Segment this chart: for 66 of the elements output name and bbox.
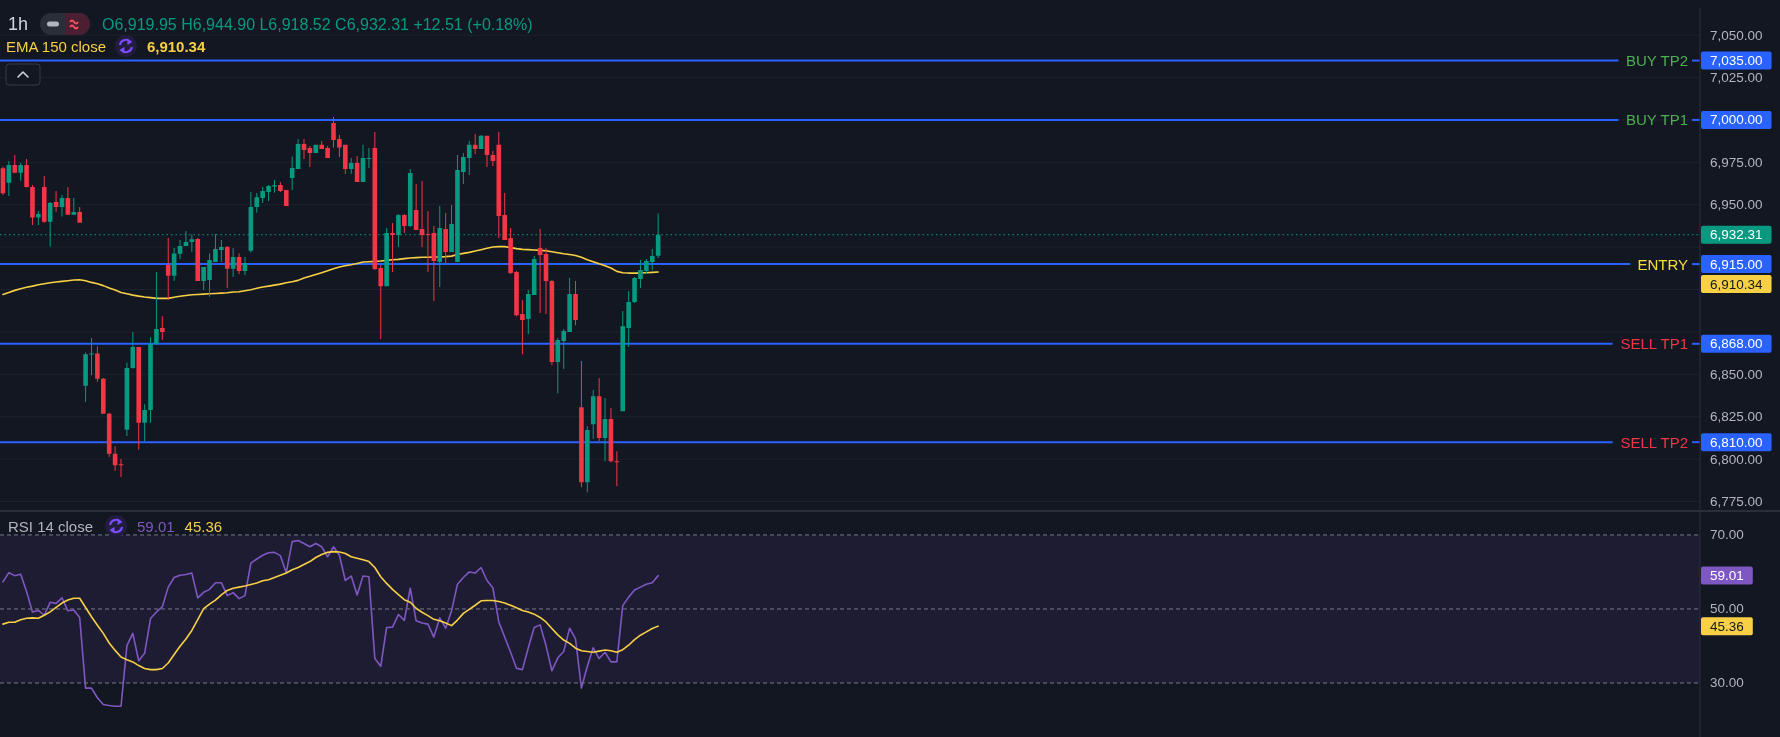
candlestick (24, 158, 29, 188)
candlestick (348, 157, 354, 175)
candlestick (71, 197, 77, 216)
y-tick-label: 6,950.00 (1710, 197, 1763, 213)
candlestick (390, 223, 395, 273)
candlestick (118, 459, 124, 477)
y-tick-label: 6,775.00 (1710, 494, 1763, 510)
candlestick (614, 451, 620, 487)
annotation: 59.01 (137, 517, 175, 535)
text: 6,932.31 (1710, 227, 1763, 243)
candlestick (224, 245, 230, 288)
ref-line-label: SELL TP2 (1620, 433, 1688, 451)
candlestick (41, 175, 47, 223)
line-series (2, 539, 659, 708)
line-series (2, 245, 659, 300)
candlestick (89, 338, 94, 376)
text: EMA 150 close (6, 37, 107, 55)
y-tick-label: 30.00 (1710, 675, 1744, 691)
candlestick (443, 213, 448, 264)
candlestick (402, 214, 407, 234)
candlestick (77, 206, 82, 223)
y-tick-label: 6,825.00 (1710, 409, 1763, 425)
candlestick (18, 162, 23, 181)
candlestick (165, 237, 171, 301)
candlestick (36, 211, 41, 226)
annotation: 6,910.34 (146, 37, 206, 55)
candlestick (579, 361, 584, 488)
y-tick-label: 70.00 (1710, 527, 1744, 543)
candlestick (585, 426, 590, 493)
candlestick (366, 147, 372, 168)
y-tick-label: 6,850.00 (1710, 366, 1763, 382)
ref-line-label: ENTRY (1637, 255, 1688, 273)
ref-line-label: BUY TP2 (1626, 52, 1688, 70)
candlestick (142, 404, 147, 442)
annotation: 45.36 (184, 517, 223, 535)
candlestick (573, 281, 578, 326)
text: 6,868.00 (1710, 336, 1763, 352)
text: 6,915.00 (1710, 256, 1763, 272)
candlestick (425, 211, 431, 273)
text: 6,910.34 (1710, 276, 1763, 292)
text: 6,810.00 (1710, 434, 1763, 450)
chart-title: RSI 14 close (8, 517, 94, 535)
text: 45.36 (1710, 618, 1744, 634)
candlestick (154, 272, 159, 345)
text: 7,000.00 (1710, 112, 1763, 128)
candlestick (12, 155, 18, 174)
candlestick (83, 352, 88, 402)
ref-line-label: BUY TP1 (1626, 111, 1688, 129)
y-tick-label: 7,025.00 (1710, 70, 1763, 86)
y-tick-label: 7,050.00 (1710, 27, 1763, 43)
y-tick-label: 6,975.00 (1710, 154, 1763, 170)
candlestick (136, 347, 142, 450)
ref-line-label: SELL TP1 (1620, 335, 1688, 353)
candlestick (148, 337, 153, 423)
candlestick (95, 346, 100, 382)
y-tick-label: 6,800.00 (1710, 451, 1763, 467)
candlestick (590, 390, 596, 440)
text: 7,035.00 (1710, 53, 1763, 69)
candlestick (160, 316, 165, 341)
candlestick (537, 228, 543, 314)
y-tick-label: 50.00 (1710, 601, 1744, 617)
candlestick (30, 185, 35, 226)
text: 59.01 (1710, 568, 1744, 584)
chart-title: 1h (8, 14, 29, 34)
chart-subtitle: O6,919.95 H6,944.90 L6,918.52 C6,932.31 +12.51 (+0.18%) (102, 15, 533, 33)
line-series (2, 550, 659, 671)
